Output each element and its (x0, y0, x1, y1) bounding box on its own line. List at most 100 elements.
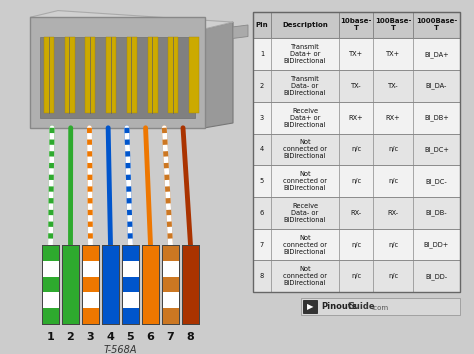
Bar (142, 245, 159, 324)
Bar (42, 245, 59, 261)
Text: Description: Description (282, 22, 328, 28)
Bar (162, 276, 179, 292)
Bar (253, 229, 460, 261)
Text: Transmit
Data- or
BiDirectional: Transmit Data- or BiDirectional (284, 76, 326, 96)
Text: Receive
Data- or
BiDirectional: Receive Data- or BiDirectional (284, 203, 326, 223)
Text: 3: 3 (87, 331, 94, 342)
Bar (253, 12, 460, 39)
Bar (82, 308, 99, 324)
Bar (253, 261, 460, 292)
Bar (42, 276, 59, 292)
Text: Pin: Pin (255, 22, 268, 28)
Text: 10base-
T: 10base- T (340, 18, 372, 32)
Bar (162, 245, 179, 324)
Bar (122, 308, 139, 324)
Bar (253, 133, 460, 165)
Text: T-568A: T-568A (104, 345, 137, 354)
Bar (253, 12, 460, 292)
Text: BI_DB+: BI_DB+ (424, 114, 449, 121)
Text: Receive
Data+ or
BiDirectional: Receive Data+ or BiDirectional (284, 108, 326, 128)
Text: 1: 1 (46, 331, 55, 342)
Bar (102, 245, 119, 324)
Text: 4: 4 (260, 147, 264, 153)
Text: 5: 5 (127, 331, 134, 342)
Text: n/c: n/c (351, 273, 361, 279)
Text: Not
connected or
BiDirectional: Not connected or BiDirectional (283, 266, 327, 286)
Text: 4: 4 (107, 331, 114, 342)
Bar (42, 308, 59, 324)
Bar (122, 276, 139, 292)
Text: n/c: n/c (388, 241, 398, 247)
Text: TX-: TX- (388, 83, 398, 89)
Text: 3: 3 (260, 115, 264, 121)
Text: BI_DD+: BI_DD+ (424, 241, 449, 248)
Bar (106, 36, 116, 113)
Text: 7: 7 (167, 331, 174, 342)
Bar (168, 36, 178, 113)
Text: RX-: RX- (350, 210, 362, 216)
Text: TX+: TX+ (386, 51, 400, 57)
Text: RX+: RX+ (349, 115, 363, 121)
Bar (82, 245, 99, 261)
Text: BI_DD-: BI_DD- (426, 273, 447, 280)
Bar (162, 308, 179, 324)
Text: 1: 1 (260, 51, 264, 57)
Bar (189, 36, 199, 113)
Polygon shape (205, 22, 233, 128)
Text: RX+: RX+ (386, 115, 401, 121)
Polygon shape (233, 25, 248, 39)
Text: n/c: n/c (351, 178, 361, 184)
Text: 6: 6 (260, 210, 264, 216)
Bar (102, 245, 119, 324)
Text: 1000Base-
T: 1000Base- T (416, 18, 457, 32)
Bar (127, 36, 137, 113)
Text: 8: 8 (260, 273, 264, 279)
Bar (253, 70, 460, 102)
Bar (40, 36, 195, 118)
Bar (122, 245, 139, 261)
Bar (253, 102, 460, 133)
Text: Pinouts: Pinouts (321, 302, 357, 311)
Bar (44, 36, 54, 113)
Bar (82, 245, 99, 324)
Text: 2: 2 (67, 331, 74, 342)
Bar (122, 245, 139, 324)
Bar (42, 245, 59, 324)
Text: ▶: ▶ (307, 302, 313, 311)
Bar (62, 245, 79, 324)
Text: TX-: TX- (351, 83, 361, 89)
Text: 2: 2 (260, 83, 264, 89)
Bar (182, 245, 199, 324)
Text: n/c: n/c (388, 273, 398, 279)
Text: 6: 6 (146, 331, 155, 342)
Text: n/c: n/c (388, 178, 398, 184)
Text: .com: .com (371, 306, 388, 312)
Bar (162, 245, 179, 261)
Text: 100Base-
T: 100Base- T (375, 18, 411, 32)
Text: n/c: n/c (351, 147, 361, 153)
Text: BI_DB-: BI_DB- (426, 210, 447, 216)
Bar (142, 245, 159, 324)
Polygon shape (30, 11, 233, 29)
Bar (182, 245, 199, 324)
Bar (62, 245, 79, 324)
Text: BI_DC+: BI_DC+ (424, 146, 449, 153)
Text: 7: 7 (260, 241, 264, 247)
Bar (253, 39, 460, 70)
Text: BI_DA-: BI_DA- (426, 82, 447, 89)
Text: Not
connected or
BiDirectional: Not connected or BiDirectional (283, 235, 327, 255)
Text: Transmit
Data+ or
BiDirectional: Transmit Data+ or BiDirectional (284, 44, 326, 64)
Bar (162, 245, 179, 324)
Text: Not
connected or
BiDirectional: Not connected or BiDirectional (283, 139, 327, 159)
Text: Not
connected or
BiDirectional: Not connected or BiDirectional (283, 171, 327, 191)
Text: n/c: n/c (388, 147, 398, 153)
Bar (30, 17, 205, 128)
Bar (253, 165, 460, 197)
Text: Guide: Guide (348, 302, 375, 311)
Text: 5: 5 (260, 178, 264, 184)
Bar (82, 276, 99, 292)
Bar (301, 298, 460, 315)
Bar (82, 245, 99, 324)
Text: BI_DC-: BI_DC- (426, 178, 447, 184)
Text: 8: 8 (187, 331, 194, 342)
